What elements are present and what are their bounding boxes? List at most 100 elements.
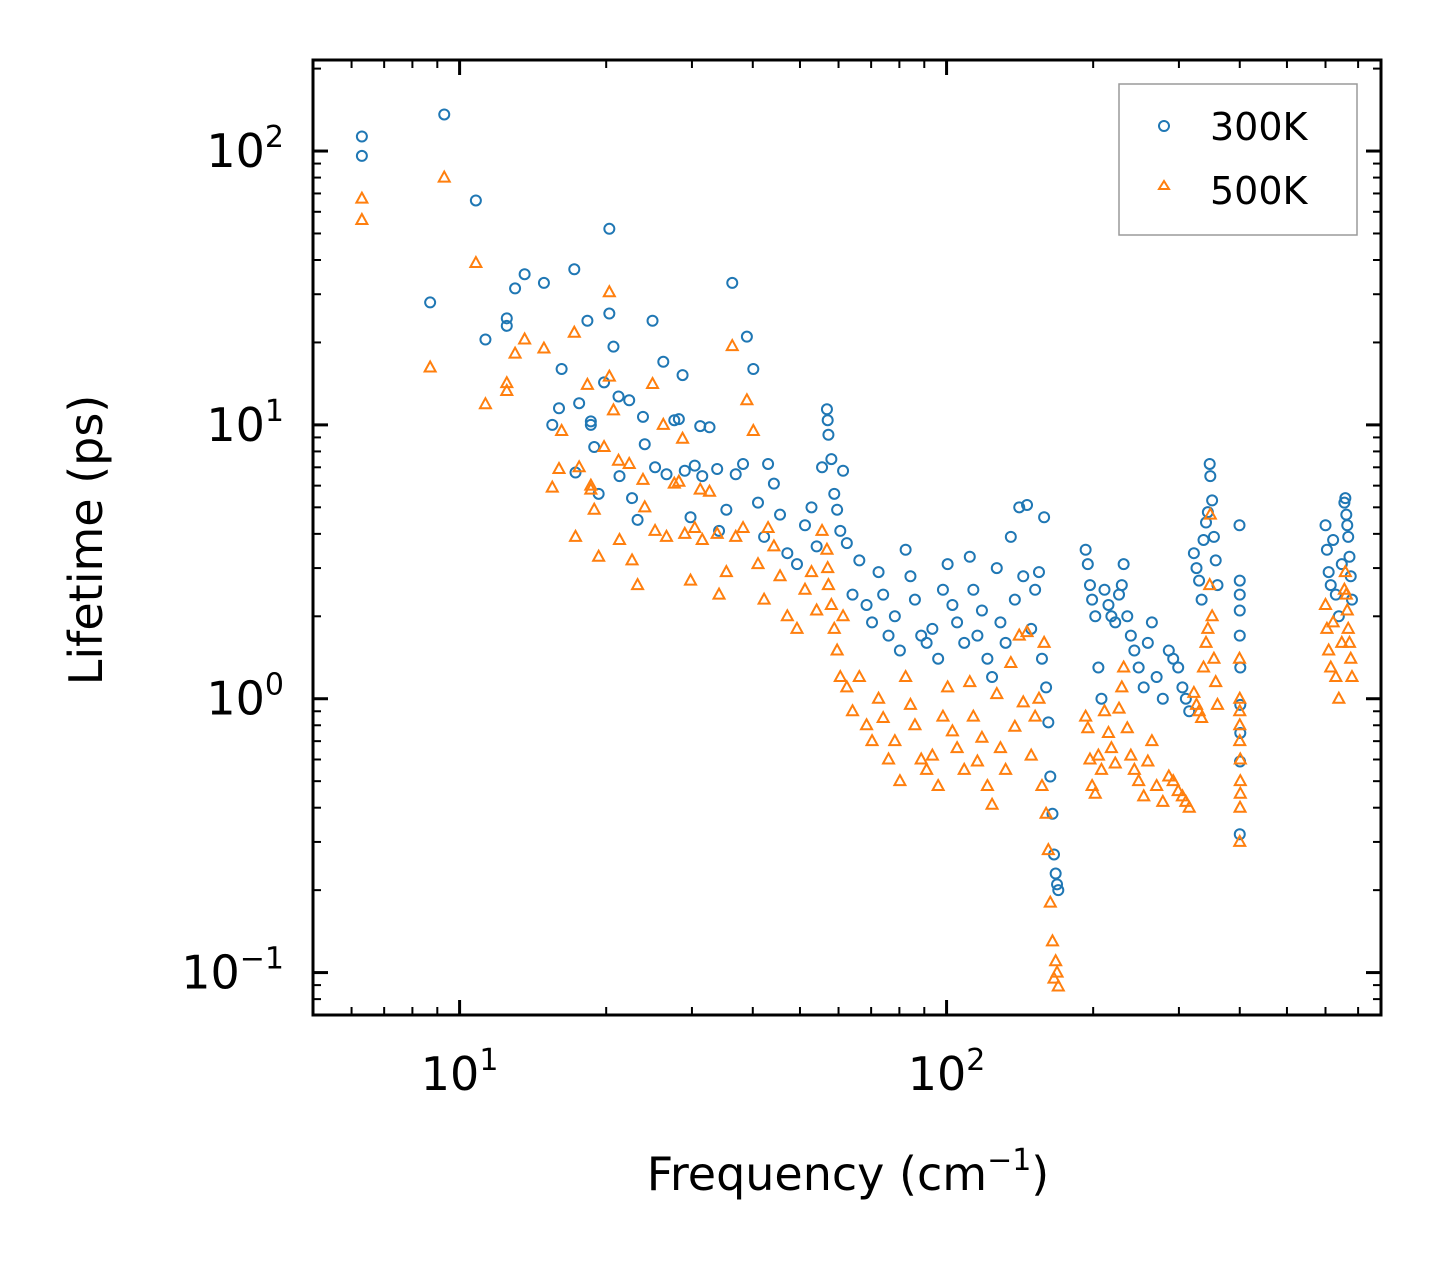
data-point-500K (1325, 614, 1341, 628)
data-point-300K (1013, 501, 1026, 514)
data-point-300K (711, 463, 724, 476)
data-point-300K (1117, 558, 1130, 571)
data-point-300K (846, 588, 859, 601)
data-point-300K (1137, 681, 1150, 694)
data-point-500K (1233, 785, 1248, 799)
data-point-300K (1029, 583, 1042, 596)
data-point-500K (772, 568, 788, 582)
data-point-300K (676, 369, 689, 382)
data-point-300K (1197, 533, 1210, 546)
data-point-500K (536, 340, 552, 354)
data-point-500K (1016, 694, 1031, 708)
data-point-500K (1045, 933, 1060, 947)
data-point-500K (554, 422, 569, 436)
data-point-500K (1111, 700, 1127, 714)
data-point-300K (816, 461, 829, 474)
data-point-500K (645, 375, 660, 390)
data-point-300K (1206, 494, 1219, 507)
data-point-300K (1339, 492, 1352, 505)
data-point-300K (1081, 558, 1094, 571)
data-point-300K (810, 540, 823, 553)
data-point-300K (1343, 550, 1356, 563)
data-point-500K (687, 519, 702, 534)
data-point-300K (1052, 884, 1065, 897)
data-point-300K (1109, 616, 1122, 629)
data-point-300K (657, 355, 670, 368)
data-point-500K (1232, 799, 1248, 813)
data-point-500K (1140, 753, 1156, 767)
data-point-300K (479, 333, 492, 346)
data-point-300K (1320, 543, 1333, 556)
data-point-300K (1207, 530, 1220, 543)
data-point-500K (545, 479, 560, 493)
data-point-500K (1116, 659, 1131, 673)
data-point-300K (1038, 511, 1051, 524)
data-point-500K (612, 531, 627, 545)
data-point-300K (967, 583, 980, 596)
y-tick-label: 100 (206, 668, 284, 726)
data-point-300K (568, 263, 581, 276)
data-point-300K (1008, 593, 1021, 606)
data-point-300K (1179, 692, 1192, 705)
data-point-300K (1209, 554, 1222, 567)
data-point-300K (1083, 579, 1096, 592)
data-point-500K (437, 169, 452, 183)
data-point-300K (877, 588, 890, 601)
data-point-300K (1324, 579, 1337, 592)
data-point-300K (688, 459, 701, 472)
data-point-500K (1232, 733, 1247, 747)
data-point-300K (999, 636, 1012, 649)
data-point-500K (1203, 506, 1218, 520)
data-point-300K (821, 414, 834, 427)
data-point-300K (678, 464, 691, 477)
data-point-300K (831, 503, 844, 516)
data-point-500K (1091, 747, 1106, 761)
data-point-500K (1088, 785, 1103, 799)
data-point-500K (1108, 755, 1123, 769)
data-point-300K (1115, 579, 1128, 592)
data-point-300K (1341, 519, 1354, 532)
data-point-300K (798, 519, 811, 532)
data-point-500K (622, 455, 637, 469)
data-point-500K (583, 481, 599, 495)
data-point-500K (675, 430, 690, 444)
data-point-300K (762, 457, 775, 470)
data-point-300K (936, 583, 949, 596)
data-point-500K (833, 668, 848, 683)
data-point-300K (1204, 470, 1217, 483)
data-point-500K (760, 519, 776, 534)
data-point-500K (567, 324, 582, 338)
major-ticks (313, 60, 1381, 1015)
data-point-500K (1155, 793, 1171, 807)
data-point-300K (672, 413, 685, 426)
data-point-300K (926, 622, 939, 635)
data-point-500K (980, 777, 995, 792)
data-point-500K (1019, 624, 1035, 638)
data-point-500K (1049, 964, 1065, 978)
data-point-300K (603, 222, 616, 235)
data-point-300K (500, 319, 513, 332)
data-point-500K (859, 717, 874, 731)
data-point-500K (1104, 740, 1119, 754)
data-point-300K (1098, 583, 1111, 596)
data-point-500K (667, 475, 682, 489)
tick-labels: 101 102 10−1 100 101 102 (181, 120, 985, 1101)
data-point-500K (354, 211, 370, 225)
data-point-500K (1318, 596, 1333, 610)
data-point-300K (767, 477, 780, 490)
data-point-300K (994, 616, 1007, 629)
data-point-500K (789, 620, 805, 634)
data-point-500K (1186, 684, 1202, 698)
data-point-500K (962, 674, 977, 688)
data-point-500K (1331, 690, 1347, 704)
data-point-500K (1038, 805, 1054, 819)
data-point-500K (1034, 777, 1050, 792)
data-point-300K (1183, 705, 1196, 718)
data-point-300K (438, 108, 451, 121)
data-point-300K (747, 362, 760, 375)
y-tick-label: 102 (206, 120, 284, 178)
data-point-300K (1092, 661, 1105, 674)
data-point-300K (1234, 698, 1247, 711)
data-point-500K (637, 499, 652, 513)
